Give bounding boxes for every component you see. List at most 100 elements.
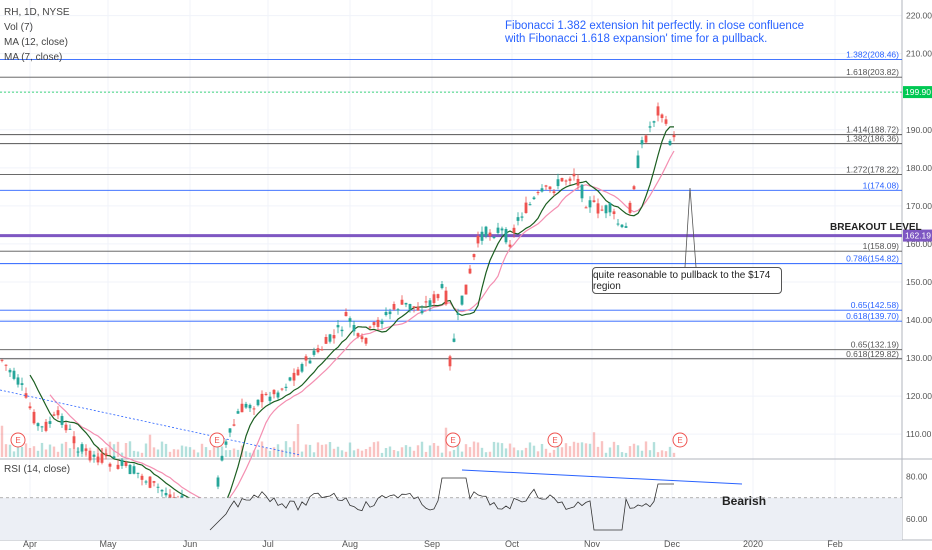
candle-body xyxy=(248,404,252,409)
rsi-legend: RSI (14, close) xyxy=(4,464,71,475)
candle-body xyxy=(412,306,416,308)
fib-level-label: 1(158.09) xyxy=(863,241,900,251)
candle-body xyxy=(372,322,376,326)
volume-bar xyxy=(24,443,28,457)
fib-level-label: 0.618(129.82) xyxy=(846,349,899,359)
volume-bar xyxy=(628,446,632,457)
candle-body xyxy=(648,126,652,128)
volume-bar xyxy=(488,451,492,457)
candle-body xyxy=(492,237,496,239)
candle-body xyxy=(108,463,112,467)
candle-body xyxy=(548,186,552,190)
candle-body xyxy=(260,393,264,403)
candle-body xyxy=(652,121,656,123)
volume-bar xyxy=(20,446,24,457)
volume-bar xyxy=(36,450,40,457)
volume-bar xyxy=(608,447,612,457)
earnings-marker-label: E xyxy=(552,436,557,445)
price-tick-label: 160.00 xyxy=(906,239,932,249)
price-tick-label: 210.00 xyxy=(906,49,932,59)
volume-bar xyxy=(440,452,444,457)
candle-body xyxy=(84,448,88,451)
candle-body xyxy=(644,135,648,143)
fib-level-label: 0.618(139.70) xyxy=(846,311,899,321)
volume-bar xyxy=(224,450,228,457)
candle-body xyxy=(484,226,488,237)
price-tick-label: 170.00 xyxy=(906,201,932,211)
volume-bar xyxy=(660,450,664,457)
candle-body xyxy=(276,392,280,398)
volume-bar xyxy=(136,451,140,457)
volume-bar xyxy=(484,452,488,457)
candle-body xyxy=(264,393,268,395)
fib-level-label: 1(174.08) xyxy=(863,180,900,190)
volume-bar xyxy=(72,443,76,457)
candle-body xyxy=(40,426,44,428)
volume-bar xyxy=(68,448,72,457)
candle-body xyxy=(256,399,260,406)
candle-body xyxy=(348,318,352,322)
price-tick-label: 220.00 xyxy=(906,11,932,21)
candle-body xyxy=(124,461,128,466)
volume-bar xyxy=(48,444,52,457)
volume-bar xyxy=(648,450,652,457)
candle-body xyxy=(396,309,400,311)
price-tick-label: 180.00 xyxy=(906,163,932,173)
candle-body xyxy=(428,300,432,307)
volume-bar xyxy=(612,441,616,457)
volume-bar xyxy=(28,447,32,457)
fib-level-label: 1.382(208.46) xyxy=(846,50,899,60)
volume-bar xyxy=(260,441,264,457)
rsi-tick-label: 80.00 xyxy=(906,472,928,482)
volume-bar xyxy=(284,441,288,457)
volume-bar xyxy=(176,449,180,457)
volume-bar xyxy=(388,446,392,457)
volume-bar xyxy=(168,451,172,457)
volume-bar xyxy=(280,449,284,457)
candle-body xyxy=(104,453,108,456)
symbol-legend: RH, 1D, NYSE xyxy=(4,7,70,18)
fib-level-label: 1.272(178.22) xyxy=(846,165,899,175)
volume-bar xyxy=(340,450,344,457)
candle-body xyxy=(568,178,572,181)
candle-body xyxy=(552,191,556,193)
candle-body xyxy=(272,389,276,395)
breakout-label: BREAKOUT LEVEL xyxy=(830,222,922,233)
candle-body xyxy=(244,403,248,408)
volume-bar xyxy=(416,445,420,457)
volume-bar xyxy=(316,442,320,457)
candle-body xyxy=(284,386,288,388)
candle-body xyxy=(340,329,344,332)
candle-body xyxy=(280,388,284,390)
volume-bar xyxy=(128,441,132,457)
earnings-marker-label: E xyxy=(677,436,682,445)
candle-body xyxy=(576,178,580,186)
candle-body xyxy=(600,209,604,211)
volume-bar xyxy=(632,443,636,457)
candle-body xyxy=(500,228,504,231)
last-price-tag xyxy=(903,86,932,99)
time-tick-label: Dec xyxy=(664,539,681,549)
volume-bar xyxy=(568,446,572,457)
candle-body xyxy=(636,155,640,168)
time-tick-label: Sep xyxy=(424,539,440,549)
ma12-legend: MA (12, close) xyxy=(4,37,68,48)
candle-body xyxy=(224,441,228,445)
volume-bar xyxy=(576,442,580,457)
candle-body xyxy=(48,421,52,424)
candle-body xyxy=(288,377,292,381)
volume-bar xyxy=(268,450,272,457)
volume-bar xyxy=(528,442,532,457)
candle-body xyxy=(516,217,520,221)
volume-bar xyxy=(52,446,56,457)
candle-body xyxy=(300,364,304,372)
volume-bar xyxy=(376,441,380,457)
fib-level-label: 0.786(154.82) xyxy=(846,254,899,264)
earnings-marker-icon xyxy=(445,432,461,448)
last-price-label: 199.90 xyxy=(905,87,931,97)
candle-body xyxy=(504,229,508,243)
volume-bar xyxy=(204,447,208,457)
volume-bar xyxy=(12,451,16,457)
volume-bar xyxy=(412,450,416,457)
